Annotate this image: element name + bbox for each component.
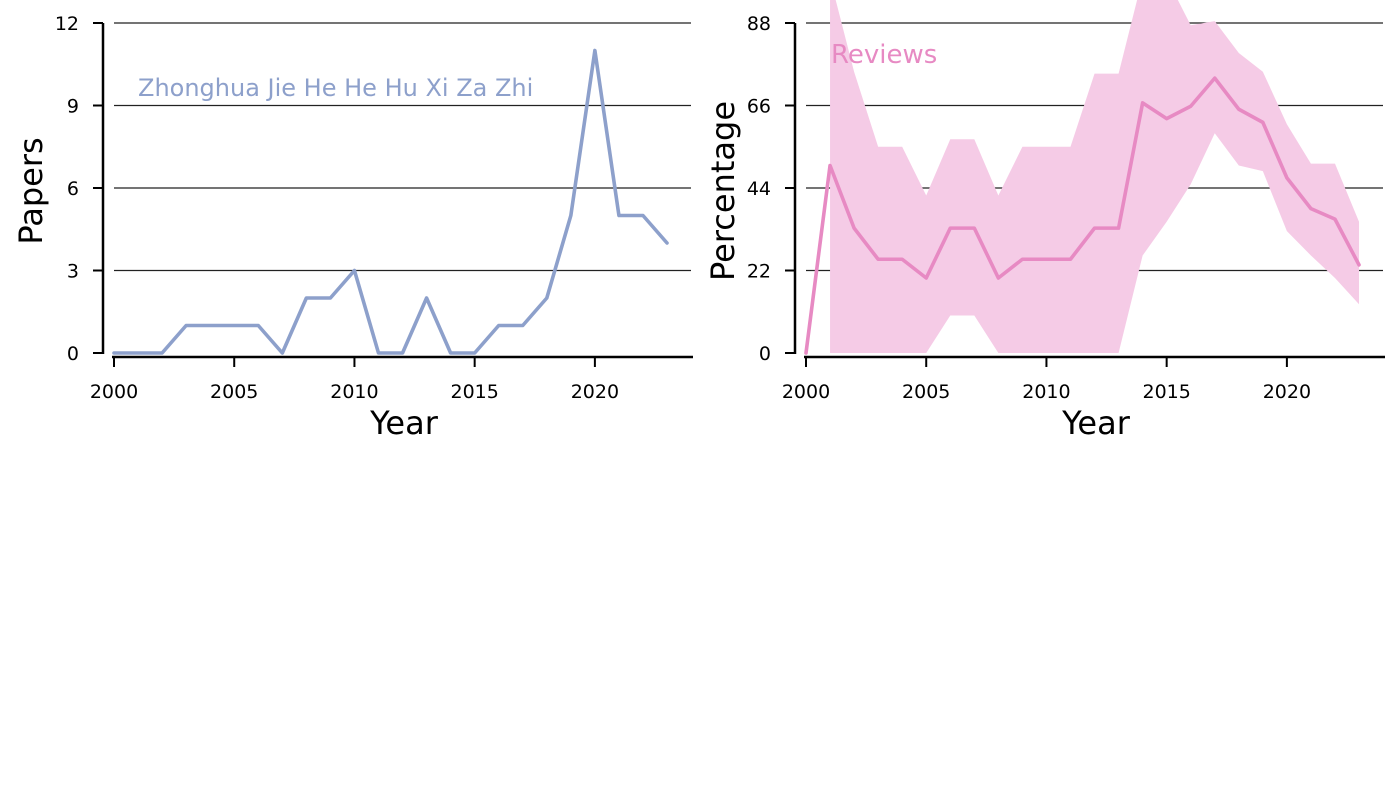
reviews-x-tick-label: 2010 xyxy=(1022,381,1070,403)
papers-y-ticks: 0 3 6 9 12 xyxy=(55,13,103,365)
reviews-x-ticks: 2000 2005 2010 2015 2020 xyxy=(782,357,1311,403)
reviews-y-tick-label: 22 xyxy=(747,261,771,283)
reviews-data-point-2001 xyxy=(828,164,832,168)
papers-data-point-2010 xyxy=(352,269,356,273)
reviews-data-point-2012 xyxy=(1093,226,1097,230)
papers-data-point-2002 xyxy=(160,351,164,355)
reviews-data-point-2003 xyxy=(876,257,880,261)
reviews-y-axis-label: Percentage xyxy=(704,101,742,281)
papers-data-point-2004 xyxy=(208,324,212,328)
reviews-data-point-2021 xyxy=(1309,207,1313,211)
papers-plot-area xyxy=(112,48,669,355)
reviews-data-point-2004 xyxy=(900,257,904,261)
papers-data-point-2007 xyxy=(280,351,284,355)
papers-data-point-2019 xyxy=(569,214,573,218)
reviews-x-tick-label: 2005 xyxy=(902,381,950,403)
papers-data-point-2023 xyxy=(665,241,669,245)
papers-x-tick-label: 2010 xyxy=(330,381,378,403)
papers-x-axis-label: Year xyxy=(369,404,439,442)
papers-y-tick-label: 3 xyxy=(67,261,79,283)
papers-data-point-2005 xyxy=(232,324,236,328)
reviews-y-tick-label: 66 xyxy=(747,96,771,118)
reviews-data-point-2022 xyxy=(1333,217,1337,221)
reviews-y-tick-label: 88 xyxy=(747,13,771,35)
papers-x-tick-label: 2000 xyxy=(90,381,138,403)
reviews-data-point-2007 xyxy=(972,226,976,230)
papers-data-point-2016 xyxy=(497,324,501,328)
reviews-data-point-2015 xyxy=(1165,117,1169,121)
reviews-data-point-2016 xyxy=(1189,104,1193,108)
reviews-chart-panel: 0 22 44 66 88 2000 2005 2010 2015 2020 Reviews P… xyxy=(704,0,1385,442)
papers-x-tick-label: 2005 xyxy=(210,381,258,403)
papers-data-point-2003 xyxy=(184,324,188,328)
papers-y-tick-label: 9 xyxy=(67,96,79,118)
reviews-y-ticks: 0 22 44 66 88 xyxy=(747,13,795,365)
papers-data-point-2000 xyxy=(112,351,116,355)
reviews-data-point-2000 xyxy=(804,351,808,355)
papers-x-tick-label: 2015 xyxy=(450,381,498,403)
reviews-data-point-2008 xyxy=(996,276,1000,280)
reviews-data-point-2023 xyxy=(1357,263,1361,267)
reviews-series-annotation: Reviews xyxy=(831,40,937,70)
reviews-data-point-2006 xyxy=(948,226,952,230)
reviews-data-point-2009 xyxy=(1020,257,1024,261)
papers-data-point-2013 xyxy=(425,296,429,300)
reviews-confidence-band xyxy=(830,0,1360,353)
reviews-data-point-2013 xyxy=(1117,226,1121,230)
papers-y-tick-label: 6 xyxy=(67,178,79,200)
reviews-data-point-2010 xyxy=(1044,257,1048,261)
papers-series-annotation: Zhonghua Jie He He Hu Xi Za Zhi xyxy=(138,74,533,102)
papers-y-tick-label: 0 xyxy=(67,343,79,365)
papers-data-point-2020 xyxy=(593,49,597,53)
reviews-data-point-2014 xyxy=(1141,101,1145,105)
papers-data-point-2008 xyxy=(304,296,308,300)
papers-data-point-2001 xyxy=(136,351,140,355)
reviews-y-tick-label: 44 xyxy=(747,178,771,200)
papers-series-line xyxy=(112,48,669,355)
reviews-data-point-2002 xyxy=(852,226,856,230)
reviews-data-point-2005 xyxy=(924,276,928,280)
reviews-data-point-2017 xyxy=(1213,76,1217,80)
papers-data-point-2012 xyxy=(401,351,405,355)
papers-data-point-2009 xyxy=(328,296,332,300)
reviews-data-point-2019 xyxy=(1261,120,1265,124)
papers-y-tick-label: 12 xyxy=(55,13,79,35)
papers-data-point-2021 xyxy=(617,214,621,218)
papers-data-point-2011 xyxy=(376,351,380,355)
reviews-y-tick-label: 0 xyxy=(759,343,771,365)
reviews-data-point-2020 xyxy=(1285,176,1289,180)
reviews-x-axis-label: Year xyxy=(1061,404,1131,442)
reviews-data-point-2011 xyxy=(1068,257,1072,261)
papers-data-point-2022 xyxy=(641,214,645,218)
papers-x-tick-label: 2020 xyxy=(571,381,619,403)
papers-chart-panel: 0 3 6 9 12 2000 2005 2010 2015 2020 Zhonghua Jie… xyxy=(12,13,693,442)
reviews-series-line xyxy=(804,76,1361,355)
reviews-x-tick-label: 2020 xyxy=(1263,381,1311,403)
papers-data-point-2006 xyxy=(256,324,260,328)
reviews-x-tick-label: 2015 xyxy=(1142,381,1190,403)
papers-data-point-2018 xyxy=(545,296,549,300)
reviews-plot-area xyxy=(804,0,1361,355)
reviews-data-point-2018 xyxy=(1237,107,1241,111)
reviews-x-tick-label: 2000 xyxy=(782,381,830,403)
papers-y-axis-label: Papers xyxy=(12,137,50,244)
papers-data-point-2014 xyxy=(449,351,453,355)
papers-gridlines xyxy=(114,22,691,272)
papers-data-point-2015 xyxy=(473,351,477,355)
papers-data-point-2017 xyxy=(521,324,525,328)
papers-x-ticks: 2000 2005 2010 2015 2020 xyxy=(90,357,619,403)
